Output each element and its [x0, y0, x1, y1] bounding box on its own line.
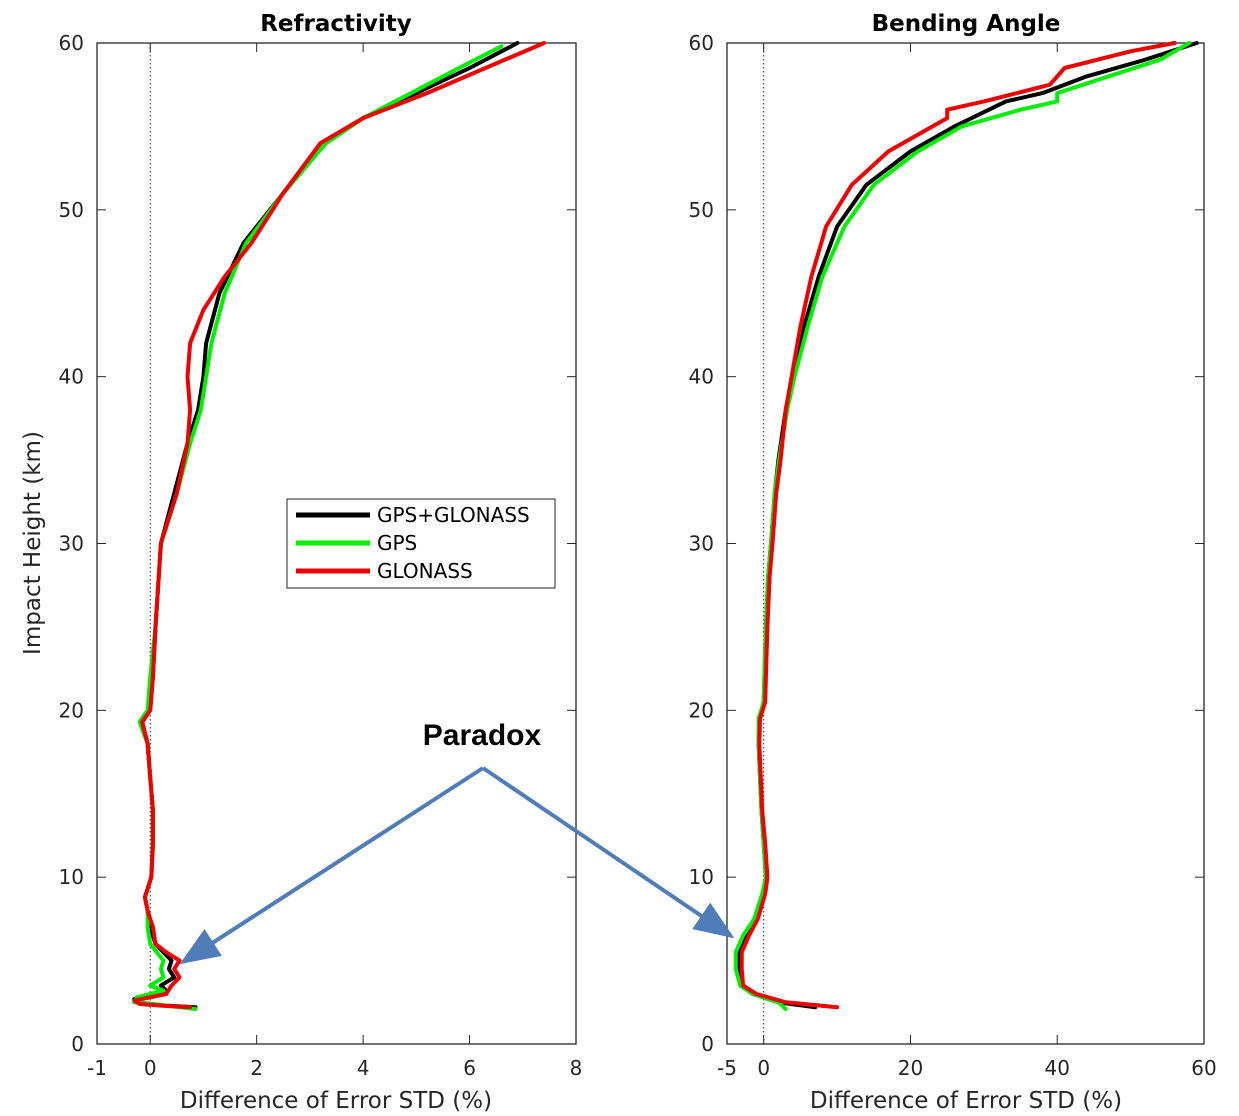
refractivity-xtick-label: 2: [250, 1056, 263, 1080]
refractivity-line-glonass: [132, 41, 547, 1010]
bending-angle-ytick-label: 10: [689, 865, 714, 889]
bending-angle-xtick-label: 40: [1045, 1056, 1070, 1080]
bending-angle-ytick-label: 60: [689, 31, 714, 55]
refractivity-ytick-label: 10: [59, 865, 84, 889]
refractivity-ytick-label: 50: [59, 198, 84, 222]
y-axis-label: Impact Height (km): [20, 431, 46, 655]
bending-angle-ytick-label: 50: [689, 198, 714, 222]
legend-label-gps: GPS: [377, 531, 417, 555]
legend-label-glonass: GLONASS: [377, 559, 473, 583]
refractivity-xtick-label: 6: [463, 1056, 476, 1080]
bending-angle-ytick-label: 0: [701, 1032, 714, 1056]
paradox-annotation: Paradox: [179, 719, 735, 965]
bending-angle-title: Bending Angle: [872, 11, 1061, 37]
refractivity-ytick-label: 0: [71, 1032, 84, 1056]
bending-angle-line-gps: [733, 41, 1192, 1011]
refractivity-xtick-label: -1: [87, 1056, 107, 1080]
bending-angle-xtick-label: 0: [757, 1056, 770, 1080]
legend: GPS+GLONASS GPS GLONASS: [286, 498, 556, 589]
bending-angle-ytick-label: 40: [689, 365, 714, 389]
bending-angle-ytick-label: 30: [689, 532, 714, 556]
paradox-arrow-right: [481, 766, 735, 939]
bending-angle-xtick-label: -5: [717, 1056, 737, 1080]
refractivity-ytick-label: 60: [59, 31, 84, 55]
bending-angle-xtick-label: 60: [1191, 1056, 1216, 1080]
refractivity-series-lines: [132, 41, 547, 1011]
refractivity-xtick-label: 8: [570, 1056, 583, 1080]
refractivity-ytick-label: 20: [59, 698, 84, 722]
bending-angle-line-gps-glonass: [736, 41, 1199, 1010]
paradox-arrow-left: [179, 766, 485, 965]
refractivity-ytick-label: 40: [59, 365, 84, 389]
bending-angle-axes-box: [726, 42, 1205, 1045]
refractivity-xtick-label: 0: [144, 1056, 157, 1080]
legend-label-gps-glonass: GPS+GLONASS: [377, 503, 530, 527]
paradox-label: Paradox: [423, 719, 542, 752]
bending-angle-xtick-label: 20: [898, 1056, 923, 1080]
refractivity-xtick-label: 4: [357, 1056, 370, 1080]
refractivity-ytick-label: 30: [59, 532, 84, 556]
refractivity-xlabel: Difference of Error STD (%): [180, 1088, 492, 1114]
bending-angle-series-lines: [733, 41, 1199, 1011]
refractivity-title: Refractivity: [260, 11, 412, 37]
bending-angle-line-glonass: [739, 41, 1177, 1010]
bending-angle-ytick-label: 20: [689, 698, 714, 722]
bending-angle-xlabel: Difference of Error STD (%): [810, 1088, 1122, 1114]
